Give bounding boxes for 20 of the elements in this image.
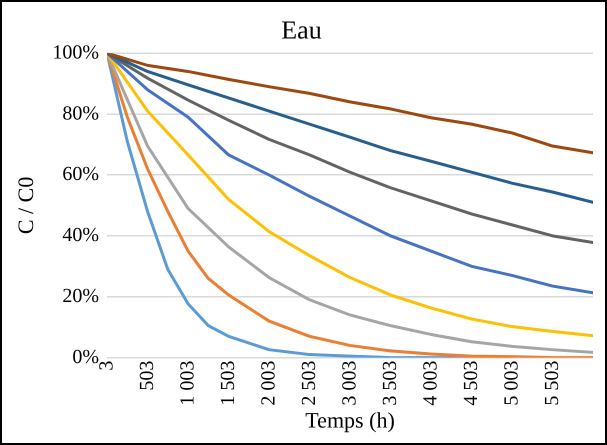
y-tick-label: 100% <box>52 41 100 64</box>
chart-title: Eau <box>281 15 322 44</box>
y-tick-label: 20% <box>62 284 100 307</box>
y-tick-label: 80% <box>62 102 100 124</box>
x-tick-label: 4 003 <box>419 360 442 406</box>
x-tick-label: 2 503 <box>298 360 320 406</box>
y-tick-label: 60% <box>62 163 100 186</box>
x-axis-title: Temps (h) <box>305 408 395 433</box>
x-tick-label: 3 503 <box>378 360 401 406</box>
y-tick-label: 0% <box>72 346 100 368</box>
x-tick-label: 2 003 <box>257 360 280 406</box>
x-tick-label: 5 003 <box>500 360 522 406</box>
y-axis-title: C / C0 <box>12 176 38 234</box>
x-tick-label: 3 003 <box>338 360 360 406</box>
x-tick-label: 503 <box>136 360 158 391</box>
y-tick-label: 40% <box>62 224 100 246</box>
x-tick-label: 5 503 <box>540 360 563 406</box>
x-tick-label: 1 003 <box>176 360 198 406</box>
x-tick-label: 1 503 <box>216 360 239 406</box>
x-tick-label: 4 503 <box>460 360 482 406</box>
